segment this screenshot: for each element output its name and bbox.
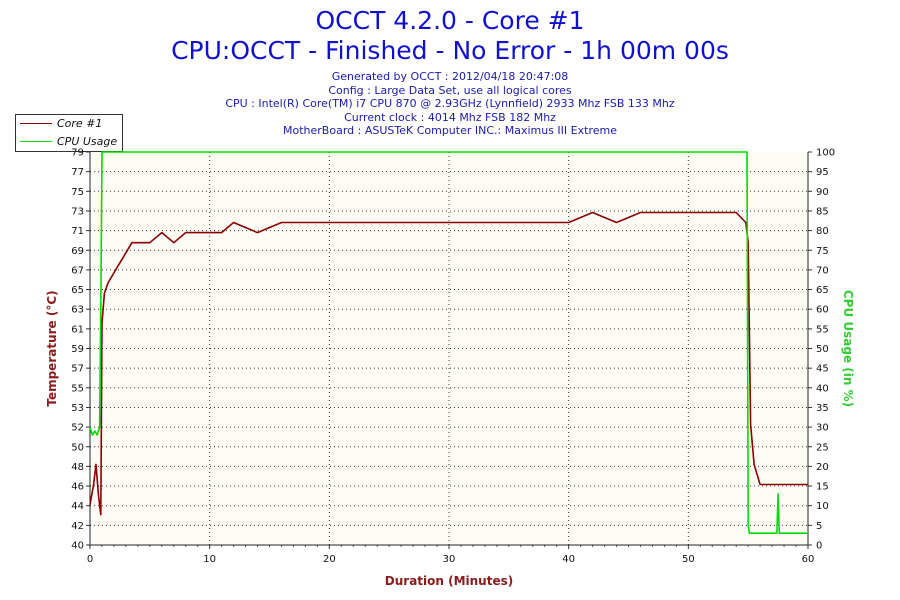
y-tick-label: 69 <box>71 246 84 257</box>
y-tick-label: 57 <box>71 364 84 375</box>
y-tick-label: 79 <box>71 148 84 159</box>
y-tick-label: 71 <box>71 226 84 237</box>
y-tick-label: 67 <box>71 265 84 276</box>
y2-tick-label: 25 <box>816 442 829 453</box>
info-motherboard: MotherBoard : ASUSTeK Computer INC.: Max… <box>283 124 617 137</box>
y2-tick-label: 10 <box>816 501 829 512</box>
y2-tick-label: 85 <box>816 206 829 217</box>
x-tick-label: 50 <box>682 554 695 565</box>
y-tick-label: 40 <box>71 541 84 552</box>
chart-subtitle: CPU:OCCT - Finished - No Error - 1h 00m … <box>171 36 729 65</box>
y-tick-label: 50 <box>71 442 84 453</box>
y2-tick-label: 80 <box>816 226 829 237</box>
y-tick-label: 61 <box>71 324 84 335</box>
x-tick-label: 30 <box>443 554 456 565</box>
y-tick-label: 53 <box>71 403 84 414</box>
y2-tick-label: 70 <box>816 265 829 276</box>
y-tick-label: 55 <box>71 383 84 394</box>
x-tick-label: 0 <box>87 554 93 565</box>
y-tick-label: 59 <box>71 344 84 355</box>
y-tick-label: 77 <box>71 167 84 178</box>
legend-label-cpu: CPU Usage <box>57 135 118 148</box>
y-axis-title: Temperature (°C) <box>45 290 59 406</box>
chart-title: OCCT 4.2.0 - Core #1 <box>315 6 585 35</box>
y2-tick-label: 100 <box>816 148 835 159</box>
y2-axis-title: CPU Usage (in %) <box>841 290 855 407</box>
x-tick-label: 10 <box>203 554 216 565</box>
chart-legend: Core #1 CPU Usage <box>15 114 123 152</box>
y2-tick-label: 35 <box>816 403 829 414</box>
legend-label-core: Core #1 <box>57 117 103 130</box>
y2-tick-label: 50 <box>816 344 829 355</box>
x-tick-label: 40 <box>562 554 575 565</box>
info-generated: Generated by OCCT : 2012/04/18 20:47:08 <box>331 70 569 83</box>
series-line-cpu-usage <box>89 151 808 535</box>
legend-swatch-cpu <box>20 141 52 142</box>
x-axis-title: Duration (Minutes) <box>385 574 513 588</box>
y-tick-label: 75 <box>71 187 84 198</box>
y2-tick-label: 55 <box>816 324 829 335</box>
y2-tick-label: 95 <box>816 167 829 178</box>
legend-swatch-core <box>20 123 52 124</box>
y2-tick-label: 15 <box>816 482 829 493</box>
y-tick-label: 44 <box>71 501 84 512</box>
y2-tick-label: 30 <box>816 423 829 434</box>
y2-tick-label: 40 <box>816 383 829 394</box>
y-tick-label: 42 <box>71 521 84 532</box>
info-clock: Current clock : 4014 Mhz FSB 182 Mhz <box>344 110 556 124</box>
info-cpu: CPU : Intel(R) Core(TM) i7 CPU 870 @ 2.9… <box>225 97 675 110</box>
info-config: Config : Large Data Set, use all logical… <box>328 83 572 97</box>
y2-tick-label: 60 <box>816 305 829 316</box>
y-tick-label: 63 <box>71 305 84 316</box>
y2-tick-label: 0 <box>816 541 822 552</box>
y2-tick-label: 75 <box>816 246 829 257</box>
y2-tick-label: 5 <box>816 521 822 532</box>
y-tick-label: 48 <box>71 462 84 473</box>
y2-tick-label: 90 <box>816 187 829 198</box>
y-tick-label: 65 <box>71 285 84 296</box>
y-tick-label: 73 <box>71 206 84 217</box>
y-tick-label: 52 <box>71 423 84 434</box>
y2-tick-label: 45 <box>816 364 829 375</box>
series-line-core-1 <box>89 211 808 516</box>
x-tick-label: 60 <box>802 554 815 565</box>
y2-tick-label: 20 <box>816 462 829 473</box>
y2-tick-label: 65 <box>816 285 829 296</box>
y-tick-label: 46 <box>71 482 84 493</box>
x-tick-label: 20 <box>323 554 336 565</box>
